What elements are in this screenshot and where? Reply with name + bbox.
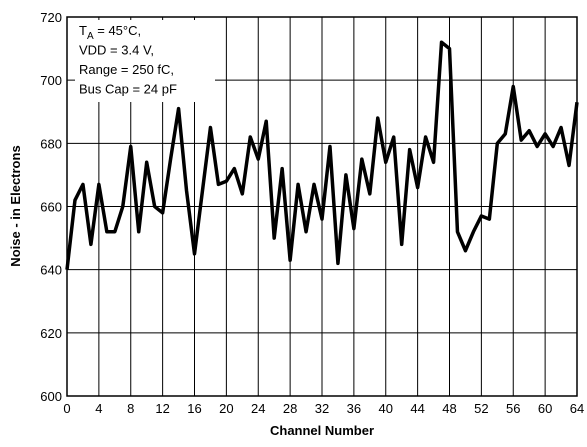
annotation: Bus Cap = 24 pF (79, 82, 177, 97)
x-tick-label: 36 (347, 401, 361, 416)
x-axis-title: Channel Number (270, 423, 374, 438)
x-tick-label: 64 (570, 401, 584, 416)
x-tick-label: 0 (63, 401, 70, 416)
x-tick-label: 44 (410, 401, 424, 416)
x-tick-label: 20 (219, 401, 233, 416)
x-tick-label: 32 (315, 401, 329, 416)
y-axis-title: Noise - in Electrons (8, 145, 23, 266)
x-tick-label: 60 (538, 401, 552, 416)
x-tick-label: 4 (95, 401, 102, 416)
annotation-part: T (79, 23, 87, 38)
annotation: Range = 250 fC, (79, 62, 174, 77)
y-tick-label: 620 (40, 326, 62, 341)
x-tick-label: 52 (474, 401, 488, 416)
x-tick-label: 28 (283, 401, 297, 416)
y-tick-label: 680 (40, 136, 62, 151)
x-tick-label: 16 (187, 401, 201, 416)
y-tick-label: 660 (40, 200, 62, 215)
annotation-part: A (87, 31, 94, 42)
y-tick-label: 640 (40, 263, 62, 278)
annotation: TA = 45°C, (79, 23, 141, 42)
x-tick-label: 56 (506, 401, 520, 416)
y-tick-label: 700 (40, 73, 62, 88)
annotation: VDD = 3.4 V, (79, 43, 154, 58)
x-tick-label: 8 (127, 401, 134, 416)
x-tick-label: 48 (442, 401, 456, 416)
x-tick-label: 24 (251, 401, 265, 416)
y-tick-label: 600 (40, 389, 62, 404)
annotation-part: = 45°C, (94, 23, 141, 38)
y-tick-label: 720 (40, 10, 62, 25)
annotation-box (75, 20, 215, 102)
x-tick-label: 40 (379, 401, 393, 416)
x-tick-label: 12 (155, 401, 169, 416)
data-line (65, 40, 579, 270)
